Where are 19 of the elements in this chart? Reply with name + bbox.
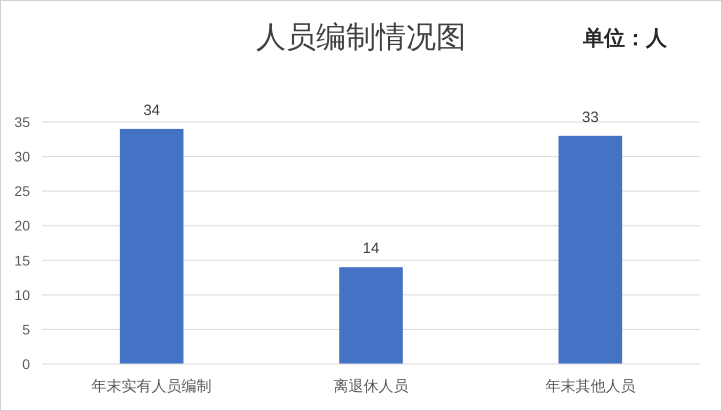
x-tick-label: 年末实有人员编制 [92,378,212,395]
y-tick-label: 5 [22,321,30,338]
y-tick-label: 20 [14,218,30,234]
data-label: 34 [143,102,160,119]
y-tick-label: 35 [14,114,30,130]
y-tick-label: 25 [14,183,30,200]
bar [558,136,622,364]
y-tick-label: 30 [14,148,30,165]
y-tick-label: 10 [14,286,30,303]
data-label: 14 [362,240,380,258]
chart-title: 人员编制情况图 [256,20,466,55]
x-tick-label: 离退休人员 [334,378,408,395]
bar [120,128,184,364]
y-tick-label: 0 [22,356,30,372]
text: 单位：人 [582,27,668,50]
data-label: 33 [582,108,599,126]
y-tick-label: 15 [14,252,30,268]
x-tick-label: 年末其他人员 [545,378,636,395]
bar [339,267,403,364]
